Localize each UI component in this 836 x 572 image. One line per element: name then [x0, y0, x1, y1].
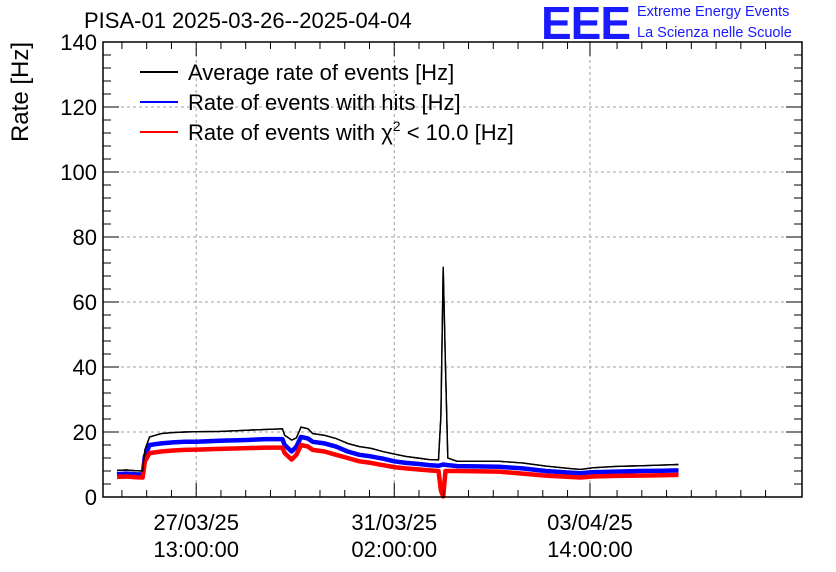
- series-line-3: [116, 442, 679, 499]
- x-tick-label-time: 13:00:00: [153, 537, 239, 562]
- y-tick-label: 120: [60, 95, 97, 120]
- series-group: [116, 266, 679, 499]
- series-line-2: [116, 434, 679, 477]
- x-tick-label-date: 31/03/25: [351, 510, 437, 535]
- x-tick-label-time: 14:00:00: [547, 537, 633, 562]
- y-axis-label: Rate [Hz]: [7, 42, 34, 142]
- x-tick-label-date: 03/04/25: [547, 510, 633, 535]
- y-tick-label: 40: [73, 355, 97, 380]
- y-tick-label: 0: [85, 485, 97, 510]
- legend-label-2: Rate of events with hits [Hz]: [188, 90, 461, 115]
- y-tick-label: 140: [60, 30, 97, 55]
- y-tick-label: 20: [73, 420, 97, 445]
- y-tick-label: 60: [73, 290, 97, 315]
- grid: [103, 42, 802, 497]
- legend-label-1: Average rate of events [Hz]: [188, 60, 454, 85]
- legend-label-3: Rate of events with χ2 < 10.0 [Hz]: [188, 118, 514, 145]
- y-tick-label: 80: [73, 225, 97, 250]
- x-tick-label-time: 02:00:00: [351, 537, 437, 562]
- series-line-1-overlay: [116, 267, 679, 472]
- eee-logo: EEE: [541, 0, 631, 49]
- x-tick-label-date: 27/03/25: [153, 510, 239, 535]
- chart-title: PISA-01 2025-03-26--2025-04-04: [84, 8, 412, 33]
- y-tick-label: 100: [60, 160, 97, 185]
- logo-line-1: Extreme Energy Events: [637, 4, 790, 20]
- plot-frame: [102, 41, 803, 498]
- logo-line-2: La Scienza nelle Scuole: [637, 25, 792, 41]
- legend: Average rate of events [Hz] Rate of event…: [140, 60, 514, 145]
